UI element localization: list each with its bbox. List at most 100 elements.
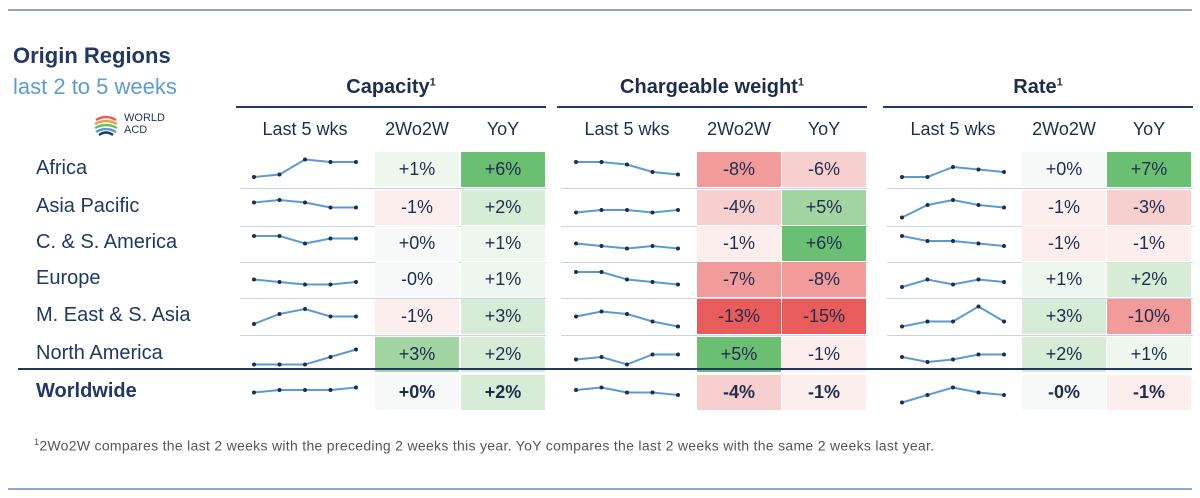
- rate-yoy-cell-europe: +2%: [1107, 262, 1191, 297]
- sparkline-point: [1002, 393, 1006, 397]
- capacity-yoy-cell-europe: +1%: [461, 262, 545, 297]
- sparkline-point: [650, 244, 655, 248]
- sparkline-point: [650, 319, 655, 324]
- sparkline-point: [303, 362, 307, 367]
- sparkline-point: [599, 385, 604, 390]
- sparkline-point: [303, 200, 307, 205]
- sparkline-point: [951, 198, 955, 202]
- col-head-capacity-spark: Last 5 wks: [262, 119, 348, 139]
- sparkline-point: [650, 210, 655, 215]
- sparkline-point: [328, 282, 333, 287]
- sparkline-point: [976, 167, 981, 172]
- sparkline-point: [676, 282, 680, 287]
- sparkline-point: [252, 322, 256, 326]
- sparkline-point: [252, 234, 256, 238]
- sparkline-point: [900, 355, 904, 359]
- region-label-africa: Africa: [36, 157, 88, 179]
- sparkline-point: [277, 198, 282, 202]
- sparkline-point: [354, 236, 358, 241]
- sparkline-point: [650, 170, 655, 174]
- sparkline-point: [925, 239, 930, 243]
- rate-w2w-cell-c-s-america: -1%: [1022, 226, 1106, 261]
- col-head-weight-yoy: YoY: [807, 119, 841, 139]
- group-title-chargeable-weight: Chargeable weight1: [620, 76, 804, 98]
- sparkline-point: [925, 277, 930, 282]
- capacity-yoy-cell-worldwide: +2%: [461, 375, 545, 410]
- sparkline-point: [252, 277, 256, 282]
- region-label-m-east-s-asia: M. East & S. Asia: [36, 304, 191, 326]
- col-head-weight-spark: Last 5 wks: [584, 119, 670, 139]
- sparkline-path: [253, 307, 356, 325]
- weight-w2w-cell-worldwide: -4%: [697, 375, 781, 410]
- weight-w2w-cell-asia-pacific: -4%: [697, 190, 781, 225]
- sparkline-point: [328, 205, 333, 210]
- sparkline-point: [1002, 205, 1006, 210]
- capacity-w2w-cell-c-s-america: +0%: [375, 226, 459, 261]
- region-label-asia-pacific: Asia Pacific: [36, 195, 140, 217]
- sparkline-point: [976, 277, 981, 282]
- region-label-europe: Europe: [36, 267, 101, 289]
- weight-yoy-cell-north-america: -1%: [782, 337, 866, 372]
- weight-yoy-cell-m-east-s-asia: -15%: [782, 299, 866, 334]
- sparkline-point: [328, 314, 333, 319]
- sparkline-rate-c-s-america: [900, 234, 1006, 248]
- sparkline-point: [900, 285, 904, 289]
- sparkline-point: [277, 234, 282, 238]
- rate-yoy-cell-m-east-s-asia: -10%: [1107, 299, 1191, 334]
- col-head-capacity-yoy: YoY: [486, 119, 520, 139]
- sparkline-point: [354, 160, 358, 164]
- sparkline-weight-m-east-s-asia: [574, 309, 680, 329]
- sparkline-point: [328, 236, 333, 241]
- rate-w2w-cell-europe: +1%: [1022, 262, 1106, 297]
- col-head-weight-w2w: 2Wo2W: [707, 119, 771, 139]
- worldwide-rule: [18, 368, 1192, 370]
- group-rule-weight: [557, 106, 867, 108]
- group-rule-rate: [883, 106, 1193, 108]
- globe-logo-icon: [94, 115, 118, 137]
- capacity-w2w-cell-europe: -0%: [375, 262, 459, 297]
- sparkline-point: [625, 277, 629, 282]
- sparkline-point: [354, 314, 358, 319]
- sparkline-point: [650, 352, 655, 357]
- group-title-rate: Rate1: [1013, 76, 1063, 98]
- sparkline-point: [676, 208, 680, 212]
- sparkline-path: [253, 158, 356, 178]
- sparkline-capacity-north-america: [252, 347, 358, 367]
- sparkline-point: [328, 388, 333, 392]
- capacity-yoy-cell-africa: +6%: [461, 152, 545, 187]
- weight-yoy-cell-asia-pacific: +5%: [782, 190, 866, 225]
- sparkline-point: [676, 172, 680, 177]
- sparkline-rate-europe: [900, 277, 1006, 289]
- sparkline-point: [354, 205, 358, 210]
- weight-w2w-cell-europe: -7%: [697, 262, 781, 297]
- weight-w2w-cell-c-s-america: -1%: [697, 226, 781, 261]
- sparkline-point: [252, 175, 256, 179]
- row-divider: [240, 188, 546, 189]
- sparkline-point: [676, 393, 680, 397]
- col-head-capacity-w2w: 2Wo2W: [385, 119, 449, 139]
- weight-yoy-cell-c-s-america: +6%: [782, 226, 866, 261]
- sparkline-point: [951, 239, 955, 243]
- rate-yoy-cell-asia-pacific: -3%: [1107, 190, 1191, 225]
- weight-yoy-cell-worldwide: -1%: [782, 375, 866, 410]
- sparkline-point: [951, 319, 955, 324]
- sparkline-point: [277, 280, 282, 284]
- weight-w2w-cell-m-east-s-asia: -13%: [697, 299, 781, 334]
- sparkline-point: [1002, 280, 1006, 284]
- sparkline-point: [976, 390, 981, 395]
- weight-w2w-cell-north-america: +5%: [697, 337, 781, 372]
- sparkline-point: [650, 280, 655, 284]
- rate-yoy-cell-africa: +7%: [1107, 152, 1191, 187]
- sparkline-point: [574, 388, 578, 392]
- sparkline-rate-north-america: [900, 352, 1006, 364]
- sparkline-path: [901, 386, 1005, 404]
- sparkline-point: [599, 270, 604, 274]
- sparkline-weight-africa: [574, 160, 680, 177]
- sparkline-point: [252, 390, 256, 395]
- col-head-rate-w2w: 2Wo2W: [1032, 119, 1096, 139]
- row-divider: [561, 298, 867, 299]
- row-divider: [887, 335, 1193, 336]
- sparkline-weight-c-s-america: [574, 241, 680, 251]
- sparkline-point: [625, 362, 629, 367]
- group-rule-capacity: [236, 106, 546, 108]
